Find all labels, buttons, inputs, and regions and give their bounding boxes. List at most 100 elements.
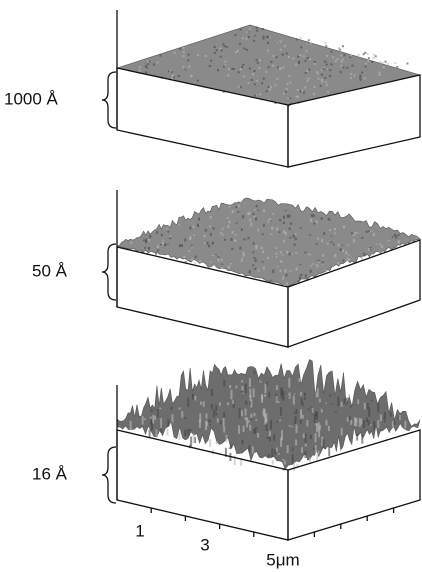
texture — [278, 453, 280, 455]
texture — [214, 46, 216, 48]
texture — [210, 216, 212, 219]
texture — [416, 237, 418, 238]
texture — [290, 271, 292, 272]
texture — [224, 239, 226, 241]
texture — [145, 71, 147, 73]
texture — [317, 73, 319, 75]
texture — [263, 267, 265, 270]
texture — [360, 419, 362, 425]
texture — [357, 232, 359, 233]
texture — [209, 439, 211, 447]
texture — [171, 71, 173, 73]
texture — [287, 445, 289, 453]
texture — [263, 36, 265, 38]
texture — [375, 55, 377, 57]
texture — [194, 396, 196, 401]
texture — [303, 55, 305, 57]
texture — [144, 418, 146, 420]
texture — [169, 235, 171, 236]
texture — [237, 50, 239, 52]
texture — [318, 422, 320, 429]
texture — [337, 262, 339, 264]
texture — [305, 50, 307, 52]
texture — [210, 261, 212, 262]
texture — [221, 259, 223, 261]
texture — [263, 209, 265, 212]
texture — [350, 73, 352, 75]
texture — [313, 93, 315, 95]
texture — [305, 72, 307, 74]
texture — [222, 228, 224, 230]
texture — [173, 76, 175, 78]
texture — [406, 63, 408, 65]
texture — [329, 69, 331, 71]
texture — [247, 212, 249, 215]
texture — [307, 57, 309, 59]
texture — [337, 396, 339, 406]
texture — [153, 64, 155, 66]
texture — [249, 425, 251, 431]
texture — [303, 92, 305, 94]
texture — [275, 247, 277, 248]
texture — [243, 252, 245, 254]
texture — [340, 71, 342, 73]
texture — [230, 390, 232, 399]
texture — [373, 421, 375, 430]
texture — [263, 224, 265, 227]
texture — [332, 56, 334, 58]
texture — [156, 429, 158, 438]
texture — [311, 408, 313, 413]
texture — [292, 57, 294, 59]
texture — [263, 78, 265, 80]
texture — [216, 441, 218, 444]
texture — [303, 434, 305, 439]
texture — [266, 90, 268, 92]
texture — [139, 70, 141, 72]
texture — [213, 410, 215, 418]
texture — [154, 416, 156, 420]
texture — [299, 264, 301, 265]
texture — [363, 253, 365, 256]
texture — [341, 65, 343, 67]
texture — [185, 68, 187, 70]
texture — [162, 240, 164, 241]
texture — [321, 239, 323, 242]
texture — [366, 231, 368, 233]
texture — [181, 244, 183, 247]
texture — [324, 61, 326, 63]
texture — [304, 252, 306, 253]
texture — [313, 214, 315, 217]
texture — [194, 262, 196, 264]
texture — [316, 454, 318, 460]
texture — [280, 49, 282, 51]
texture — [342, 260, 344, 262]
texture — [291, 426, 293, 427]
texture — [337, 58, 339, 60]
texture — [367, 53, 369, 55]
texture — [307, 80, 309, 82]
surface — [117, 360, 420, 469]
texture — [162, 242, 164, 245]
texture — [228, 68, 230, 70]
texture — [308, 69, 310, 71]
texture — [331, 63, 333, 65]
texture — [299, 37, 301, 39]
texture — [322, 254, 324, 256]
texture — [298, 378, 300, 382]
texture — [183, 51, 185, 53]
texture — [246, 49, 248, 51]
texture — [253, 40, 255, 42]
texture — [301, 90, 303, 92]
texture — [168, 70, 170, 72]
texture — [276, 448, 278, 452]
texture — [256, 27, 258, 29]
texture — [337, 244, 339, 247]
texture — [252, 252, 254, 254]
texture — [302, 403, 304, 406]
texture — [203, 235, 205, 237]
texture — [284, 45, 286, 47]
texture — [399, 415, 401, 420]
texture — [330, 404, 332, 405]
texture — [227, 217, 229, 219]
texture — [289, 82, 291, 84]
